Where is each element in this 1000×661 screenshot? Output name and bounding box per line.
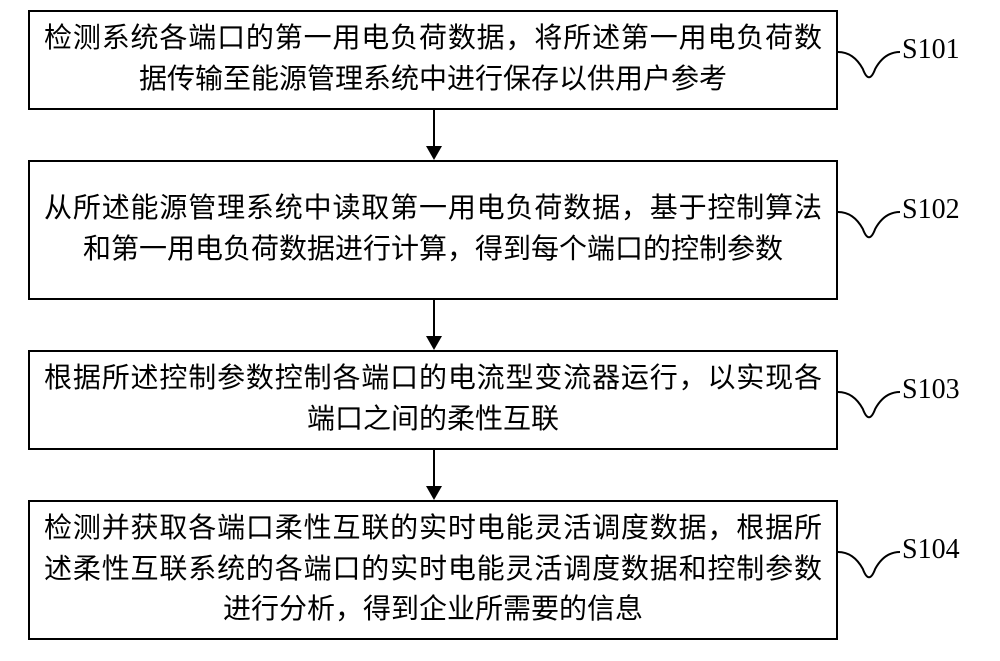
step-label-s102: S102 [902, 194, 960, 226]
step-label-s104: S104 [902, 534, 960, 566]
step-label-s103: S103 [902, 374, 960, 406]
arrow-line-3 [433, 450, 435, 486]
step-text-s104: 检测并获取各端口柔性互联的实时电能灵活调度数据，根据所述柔性互联系统的各端口的实… [44, 509, 822, 631]
arrow-line-2 [433, 300, 435, 336]
arrow-head-3 [426, 486, 442, 500]
step-box-s102: 从所述能源管理系统中读取第一用电负荷数据，基于控制算法和第一用电负荷数据进行计算… [28, 160, 838, 300]
step-text-s102: 从所述能源管理系统中读取第一用电负荷数据，基于控制算法和第一用电负荷数据进行计算… [44, 189, 822, 270]
arrow-head-2 [426, 336, 442, 350]
flowchart-canvas: 检测系统各端口的第一用电负荷数据，将所述第一用电负荷数据传输至能源管理系统中进行… [0, 0, 1000, 661]
bracket-s104 [838, 550, 900, 592]
bracket-s102 [838, 210, 900, 252]
arrow-line-1 [433, 110, 435, 146]
step-box-s101: 检测系统各端口的第一用电负荷数据，将所述第一用电负荷数据传输至能源管理系统中进行… [28, 10, 838, 110]
step-text-s101: 检测系统各端口的第一用电负荷数据，将所述第一用电负荷数据传输至能源管理系统中进行… [44, 19, 822, 100]
bracket-s103 [838, 390, 900, 432]
step-label-s101: S101 [902, 34, 960, 66]
arrow-head-1 [426, 146, 442, 160]
bracket-s101 [838, 50, 900, 92]
step-text-s103: 根据所述控制参数控制各端口的电流型变流器运行，以实现各端口之间的柔性互联 [44, 359, 822, 440]
step-box-s103: 根据所述控制参数控制各端口的电流型变流器运行，以实现各端口之间的柔性互联 [28, 350, 838, 450]
step-box-s104: 检测并获取各端口柔性互联的实时电能灵活调度数据，根据所述柔性互联系统的各端口的实… [28, 500, 838, 640]
